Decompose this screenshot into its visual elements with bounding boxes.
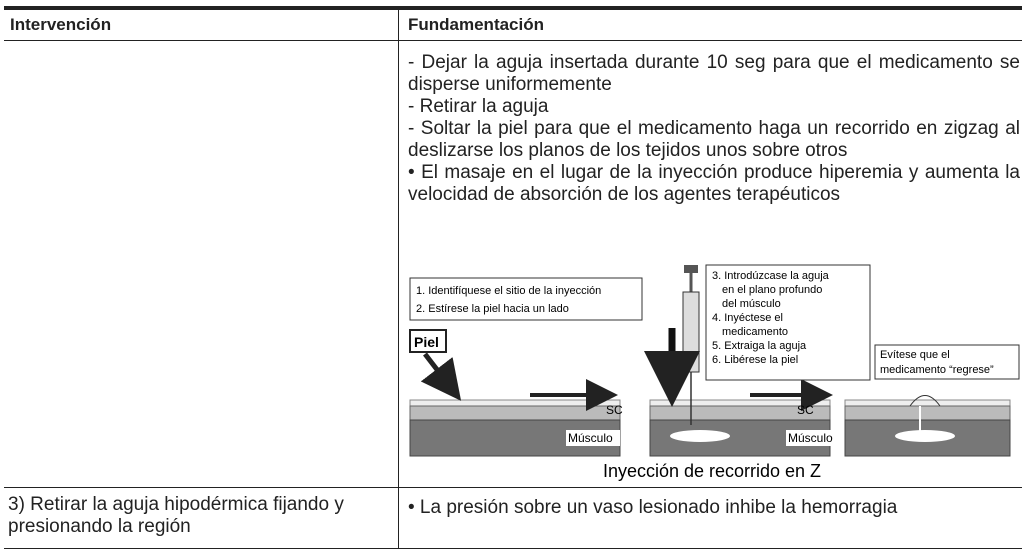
step-text: 2. Estírese la piel hacia un lado	[416, 303, 569, 315]
header-cell: Intervención	[10, 15, 112, 34]
label-bg	[786, 430, 840, 446]
row-rule	[4, 40, 1022, 41]
step-text: 4. Inyéctese el	[712, 312, 783, 324]
arrow	[420, 352, 462, 401]
step-text: 5. Extraiga la aguja	[712, 340, 807, 352]
text-line: - Dejar la aguja insertada durante 10 se…	[408, 52, 1020, 95]
muscle-label: Músculo	[788, 431, 833, 445]
tissue	[409, 395, 1011, 457]
step-box	[705, 264, 871, 381]
header-cell: Fundamentación	[408, 15, 545, 34]
muscle-label: Músculo	[568, 431, 613, 445]
text-line: - Retirar la aguja	[408, 96, 549, 117]
skin-box	[409, 329, 447, 353]
bottom-rule	[4, 548, 1022, 549]
intervention-text: 3) Retirar la aguja hipodérmica fijando …	[8, 494, 344, 537]
figure-caption: Inyección de recorrido en Z	[603, 461, 821, 481]
step-box	[409, 277, 643, 321]
column-rule	[398, 8, 399, 549]
step-text: 1. Identifíquese el sitio de la inyecció…	[416, 285, 601, 297]
row-rule	[4, 487, 1022, 488]
step-text: 6. Libérese la piel	[712, 354, 798, 366]
rationale-text: - Dejar la aguja insertada durante 10 se…	[408, 52, 1020, 206]
warning-box	[874, 344, 1020, 380]
step-text: en el plano profundo	[722, 284, 822, 296]
sc-label: SC	[606, 403, 623, 417]
step-text: medicamento	[722, 326, 788, 338]
warning-text: medicamento “regrese”	[880, 364, 994, 376]
label-bg	[566, 430, 620, 446]
step-text: 3. Introdúzcase la aguja	[712, 270, 830, 282]
text-line: - Soltar la piel para que el medicamento…	[408, 118, 1020, 161]
top-rule	[4, 6, 1022, 10]
step-text: del músculo	[722, 298, 781, 310]
rationale-text: • La presión sobre un vaso lesionado inh…	[408, 497, 898, 518]
sc-label: SC	[797, 403, 814, 417]
warning-text: Evítese que el	[880, 349, 950, 361]
skin-label: Piel	[414, 334, 439, 350]
text-line: • El masaje en el lugar de la inyección …	[408, 162, 1020, 205]
